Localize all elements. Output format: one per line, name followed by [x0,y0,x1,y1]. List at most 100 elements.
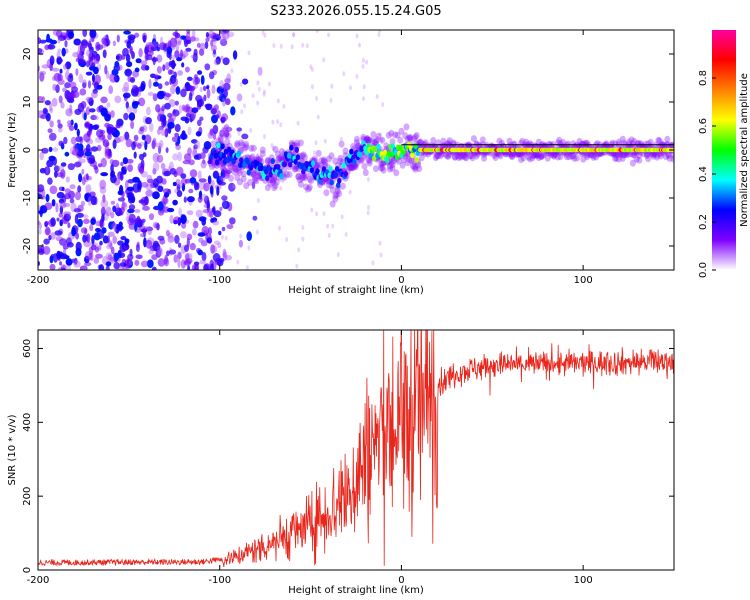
spectrogram-cell [226,224,234,230]
spectrogram-cell [664,135,671,143]
spectrogram-cell [299,174,306,182]
spectrogram-cell [166,50,171,59]
spectrogram-cell [373,138,379,146]
spectrogram-cell [265,175,270,182]
spectrogram-cell [530,152,537,160]
spectrogram-cell [295,263,299,269]
spectrogram-cell [105,261,112,267]
spectrogram-cell [176,190,183,198]
spectrogram-cell [221,167,228,175]
spectrogram-cell [79,88,87,96]
spectrogram-cell [49,263,56,270]
spectrogram-cell [54,170,58,178]
spectrogram-cell [177,135,181,145]
spectrogram-cell [525,153,532,161]
spectrogram-cell [451,153,458,161]
spectrogram-cell [203,94,207,102]
spectrogram-cell [136,143,142,149]
spectrogram-cell [82,82,87,89]
spectrogram-cell [315,211,319,217]
spectrogram-cell [123,81,130,92]
spectrogram-cell [275,156,281,164]
spectrogram-cell [104,65,108,75]
spectrogram-cell [161,178,167,185]
spectrogram-cell [454,152,461,160]
spectrogram-cell [183,153,192,162]
spectrogram-cell [41,147,49,154]
spectrogram-cell [176,182,183,188]
spectrogram-cell [456,152,463,160]
spectrogram-cell [593,153,599,161]
spectrogram-cell [414,156,419,163]
spectrogram-cell [184,244,189,252]
spectrogram-cell [38,188,44,193]
spectrogram-cell [49,55,55,66]
spectrogram-cell [406,134,413,142]
spectrogram-cell [181,182,186,192]
spectrogram-cell [146,106,151,116]
spectrogram-cell [171,77,179,87]
spectrogram-cell [63,136,68,145]
spectrogram-cell [203,264,209,270]
spectrogram-cell [464,142,471,149]
spectrogram-cell [214,58,220,66]
spectrogram-cell [412,163,419,171]
spectrogram-cell [112,40,116,47]
spectrogram-cell [167,124,172,134]
spectrogram-cell [329,186,336,194]
spectrogram-cell [152,191,160,200]
spectrogram-cell [83,112,87,121]
spectrogram-cell [365,137,372,144]
spectrogram-cell [366,210,370,216]
spectrogram-cell [202,159,206,165]
spectrogram-cell [240,175,247,183]
spectrogram-cell [218,91,222,97]
spectrogram-cell [304,188,308,194]
spectrogram-cell [167,112,173,118]
spectrogram-cell [228,155,233,162]
spectrogram-cell [38,70,47,76]
spectrogram-cell [350,163,357,171]
spectrogram-cell [65,70,70,81]
spectrogram-cell [85,173,89,181]
spectrogram-cell [171,42,176,51]
spectrogram-cell [200,75,205,85]
spectrogram-cell [371,260,375,266]
spectrogram-cell [228,182,236,192]
spectrogram-cell [109,159,115,165]
spectrogram-cell [171,54,176,61]
spectrogram-cell [220,143,225,150]
spectrogram-cell [380,137,384,143]
spectrogram-cell [300,173,307,181]
spectrogram-cell [373,165,379,173]
spectrogram-cell [109,256,115,262]
spectrogram-cell [219,206,223,212]
spectrogram-cell [38,220,41,225]
spectrogram-cell [398,127,405,135]
spectrogram-cell [38,229,42,235]
spectrogram-cell [619,135,626,143]
spectrogram-cell [301,42,305,48]
spectrogram-cell [479,136,486,144]
spectrogram-cell [137,180,143,190]
spectrogram-cell [257,155,264,163]
spectrogram-cell [167,188,172,195]
spectrogram-cell [210,263,214,270]
spectrogram-cell [95,227,101,233]
spectrogram-cell [387,165,393,173]
spectrogram-cell [411,135,418,143]
spectrogram-cell [224,254,232,261]
spectrogram-cell [183,196,187,203]
spectrogram-cell [657,142,664,150]
spectrogram-cell [93,232,101,241]
spectrogram-cell [264,157,271,165]
spectrogram-cell [222,172,229,180]
spectrogram-cell [72,148,79,154]
spectrogram-cell [458,153,465,161]
spectrogram-cell [332,195,339,203]
spectrogram-cell [249,170,256,178]
spectrogram-cell [371,139,378,146]
spectrogram-cell [56,191,65,199]
spectrogram-cell [581,140,588,148]
spectrogram-cell [152,162,160,172]
